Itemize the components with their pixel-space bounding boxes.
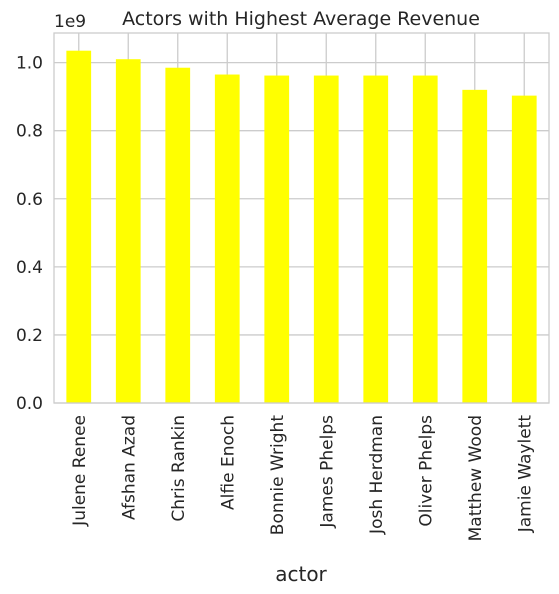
bar [66,50,92,403]
x-tick-label: Bonnie Wright [268,415,288,536]
y-tick-label: 0.2 [16,326,43,346]
y-tick-label: 0.6 [16,190,43,210]
x-tick-label: Afshan Azad [119,415,139,520]
x-tick-label: Chris Rankin [169,415,189,522]
x-tick-label: Jamie Waylett [515,415,535,534]
bar [511,95,537,403]
bar [264,75,290,403]
x-tick-labels: Julene Renee Afshan Azad Chris Rankin Alfie… [70,415,536,542]
bar [115,59,141,404]
bars [66,50,537,404]
x-tick-label: Alfie Enoch [218,415,238,510]
y-tick-labels: 0.0 0.2 0.4 0.6 0.8 1.0 [16,54,43,414]
bar [165,67,191,403]
y-tick-label: 0.8 [16,122,43,142]
y-tick-label: 1.0 [16,54,43,74]
plot-frame [53,32,550,404]
bar [462,89,488,403]
y-tick-label: 0.4 [16,258,43,278]
chart-title: Actors with Highest Average Revenue [122,8,480,30]
y-tick-label: 0.0 [16,394,43,414]
bar [412,75,438,403]
x-tick-label: Josh Herdman [367,415,387,535]
x-tick-label: Matthew Wood [466,415,486,541]
x-tick-label: Oliver Phelps [416,415,436,527]
bar [214,74,240,404]
x-axis-label: actor [275,562,327,586]
x-tick-label: James Phelps [317,415,337,529]
bar [313,75,339,403]
bar [363,75,389,403]
axes-border [53,32,550,404]
x-tick-label: Julene Renee [70,415,90,527]
y-axis-scale-label: 1e9 [54,12,86,32]
